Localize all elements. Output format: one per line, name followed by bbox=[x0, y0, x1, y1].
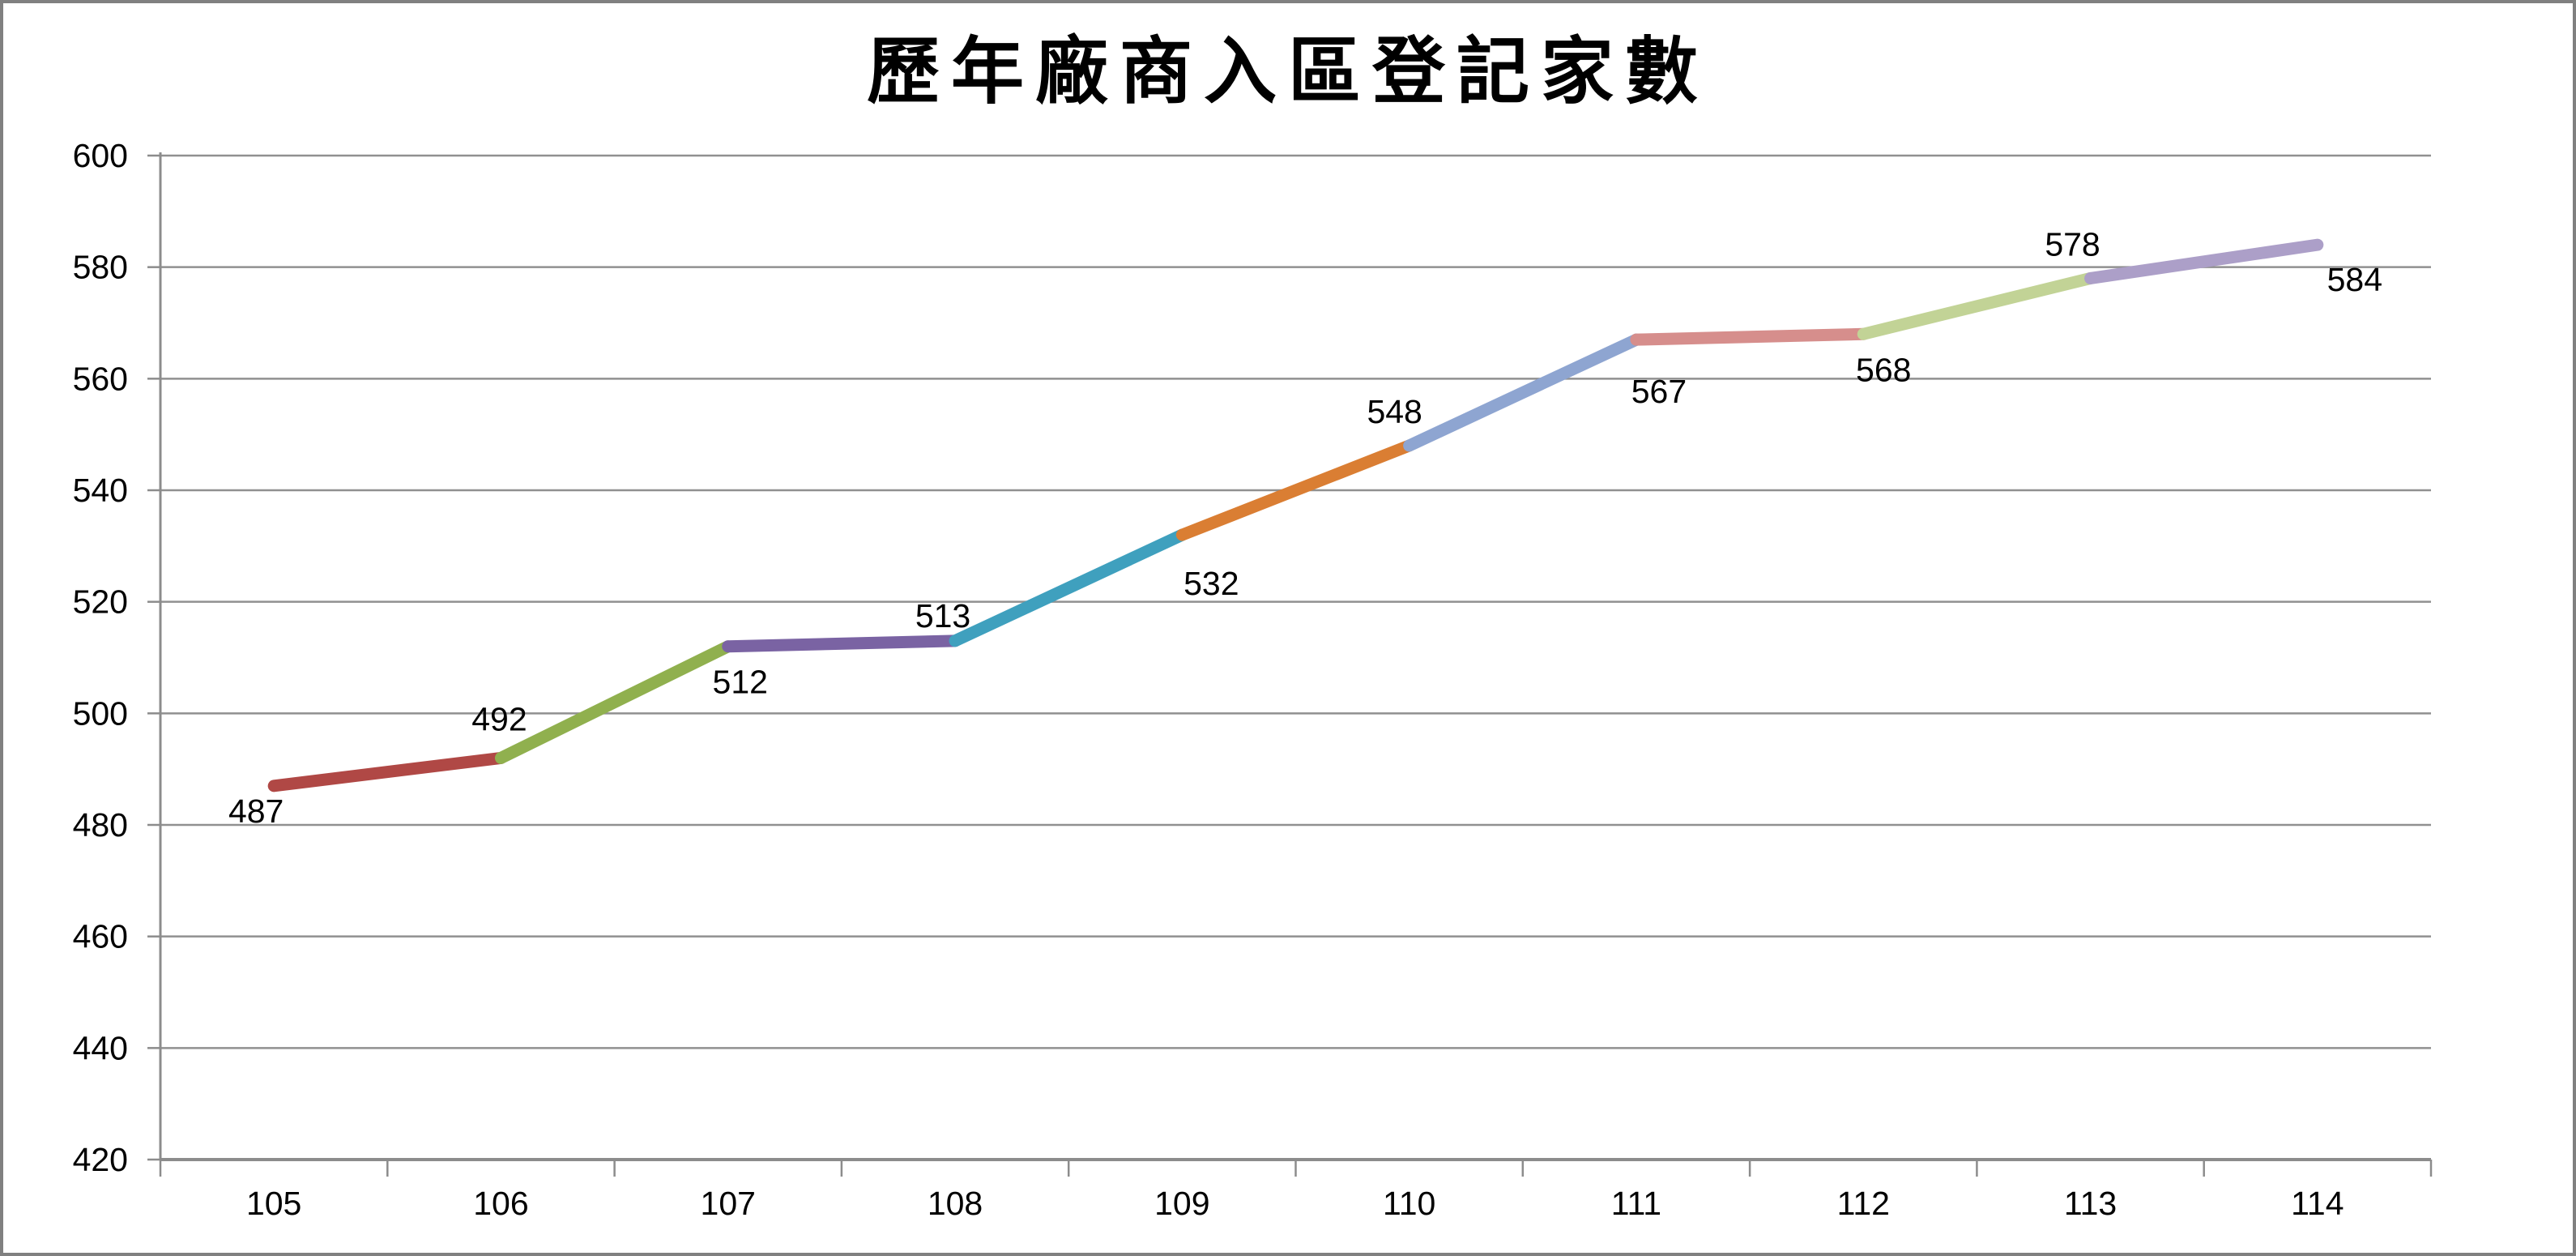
data-label: 578 bbox=[2045, 225, 2100, 263]
series-segment bbox=[722, 634, 962, 653]
chart-title: 歷年廠商入區登記家數 bbox=[867, 28, 1709, 114]
series-segment bbox=[267, 751, 507, 792]
x-axis-tick-label: 112 bbox=[1837, 1185, 1890, 1222]
data-label: 513 bbox=[915, 597, 970, 634]
series-segment bbox=[1630, 327, 1870, 346]
data-label: 568 bbox=[1856, 351, 1911, 388]
y-axis-tick-label: 440 bbox=[73, 1029, 128, 1066]
line-chart-plot: 600 580 560 540 520 500 480 460 440 420 105 106 107 1… bbox=[73, 137, 2433, 1222]
data-label: 512 bbox=[713, 664, 768, 701]
x-axis-tick-label: 107 bbox=[701, 1185, 756, 1222]
x-axis-tick-label: 105 bbox=[246, 1185, 301, 1222]
data-label: 567 bbox=[1631, 373, 1687, 410]
series-segment bbox=[1175, 439, 1416, 541]
x-axis-tick-label: 109 bbox=[1154, 1185, 1209, 1222]
x-axis-tick-label: 108 bbox=[928, 1185, 983, 1222]
data-label: 492 bbox=[471, 700, 527, 737]
series-segment bbox=[494, 640, 735, 764]
data-label: 548 bbox=[1367, 393, 1422, 430]
x-axis-tick-label: 111 bbox=[1611, 1185, 1661, 1222]
series-segment bbox=[2084, 238, 2324, 284]
y-axis-tick-label: 500 bbox=[73, 694, 128, 732]
y-axis-tick-label: 460 bbox=[73, 918, 128, 955]
data-label: 532 bbox=[1184, 565, 1239, 602]
x-axis-tick-label: 114 bbox=[2291, 1185, 2344, 1222]
x-axis-tick-label: 113 bbox=[2064, 1185, 2117, 1222]
x-axis-tick-label: 110 bbox=[1383, 1185, 1435, 1222]
series-segment bbox=[1403, 333, 1643, 452]
y-axis-tick-label: 520 bbox=[73, 583, 128, 621]
y-axis-tick-label: 540 bbox=[73, 472, 128, 509]
y-axis-tick-label: 420 bbox=[73, 1141, 128, 1178]
x-axis-tick-label: 106 bbox=[473, 1185, 528, 1222]
data-label: 487 bbox=[228, 792, 284, 830]
y-axis-tick-label: 580 bbox=[73, 249, 128, 286]
y-axis-tick-label: 560 bbox=[73, 360, 128, 397]
data-label: 584 bbox=[2327, 261, 2382, 298]
y-axis-tick-label: 600 bbox=[73, 137, 128, 174]
y-axis-tick-label: 480 bbox=[73, 806, 128, 844]
series-segment bbox=[1857, 271, 2097, 340]
series-segment bbox=[949, 528, 1188, 647]
